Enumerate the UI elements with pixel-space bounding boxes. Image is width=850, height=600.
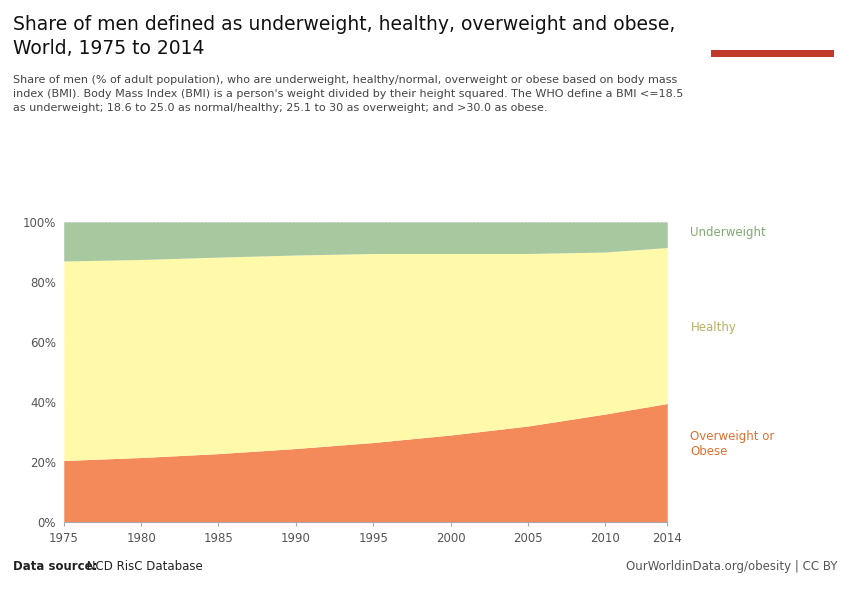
Text: Data source:: Data source: <box>13 560 97 573</box>
Text: OurWorldinData.org/obesity | CC BY: OurWorldinData.org/obesity | CC BY <box>626 560 837 573</box>
Text: Underweight: Underweight <box>690 226 766 239</box>
Text: World, 1975 to 2014: World, 1975 to 2014 <box>13 39 204 58</box>
Text: NCD RisC Database: NCD RisC Database <box>83 560 203 573</box>
FancyBboxPatch shape <box>711 50 834 57</box>
Text: Overweight or
Obese: Overweight or Obese <box>690 430 775 458</box>
Text: Share of men (% of adult population), who are underweight, healthy/normal, overw: Share of men (% of adult population), wh… <box>13 75 683 113</box>
Text: Healthy: Healthy <box>690 320 736 334</box>
Text: Share of men defined as underweight, healthy, overweight and obese,: Share of men defined as underweight, hea… <box>13 15 675 34</box>
Text: Our World
in Data: Our World in Data <box>739 12 806 41</box>
